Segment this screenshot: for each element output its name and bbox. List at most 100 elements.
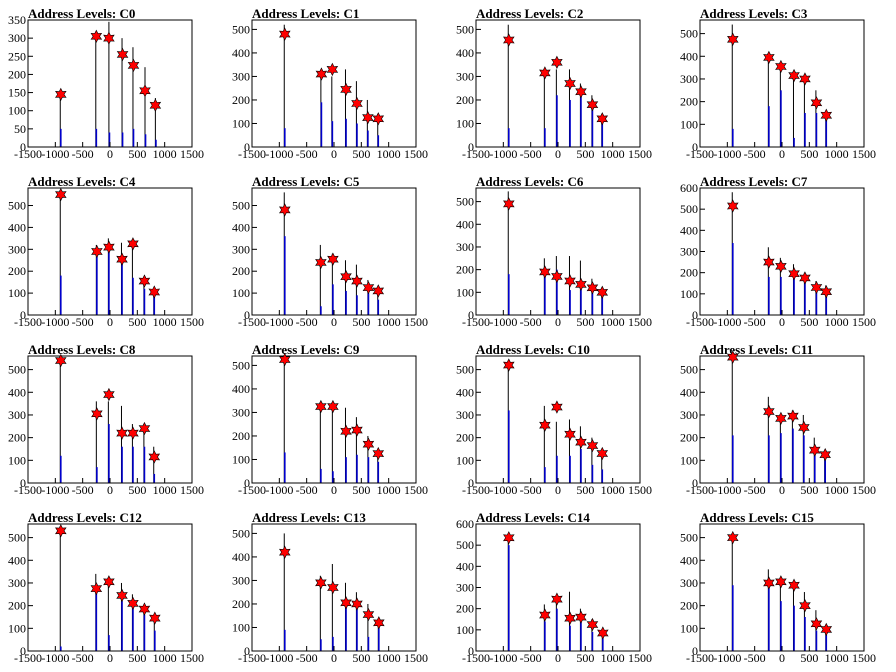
chart-svg: 0 100 200 300 400 500 -1500 -1000 -500 0 500 1000 15… xyxy=(8,523,204,665)
x-tick-label: 1000 xyxy=(825,483,849,497)
y-tick-label: 500 xyxy=(456,363,474,377)
histogram-panel: Address Levels: C14 0 100 200 300 400 500 600 -1… xyxy=(448,504,672,672)
x-tick-label: -500 xyxy=(72,483,94,497)
y-tick-label: 100 xyxy=(680,453,698,467)
y-tick-label: 100 xyxy=(232,620,250,634)
y-tick-label: 0 xyxy=(20,140,26,154)
peak-marker xyxy=(575,435,587,449)
peak-marker xyxy=(775,411,787,426)
chart-title: Address Levels: C8 xyxy=(28,342,136,357)
y-tick-label: 200 xyxy=(232,429,250,443)
x-tick-label: -1000 xyxy=(41,315,69,329)
chart-title: Address Levels: C9 xyxy=(252,342,360,357)
x-tick-label: 1000 xyxy=(153,147,177,161)
y-tick-label: 100 xyxy=(680,621,698,635)
peak-marker xyxy=(586,281,599,295)
x-tick-label: 1000 xyxy=(153,651,177,665)
chart-title: Address Levels: C12 xyxy=(28,510,142,525)
peak-marker xyxy=(127,237,139,251)
peak-marker xyxy=(127,58,140,73)
x-tick-label: -1000 xyxy=(41,483,69,497)
peak-marker xyxy=(788,267,800,281)
peak-marker xyxy=(315,399,327,414)
peak-marker xyxy=(362,607,375,622)
peak-marker xyxy=(139,84,151,98)
peak-marker xyxy=(340,270,352,284)
peak-marker xyxy=(596,112,609,126)
x-tick-label: -1500 xyxy=(462,147,490,161)
chart-svg: 0 100 200 300 400 500 -1500 -1000 -500 0 500 1000 15… xyxy=(232,187,428,329)
peak-marker xyxy=(775,259,787,273)
peak-marker xyxy=(820,285,833,299)
y-tick-label: 400 xyxy=(8,220,26,234)
y-tick-label: 300 xyxy=(232,69,250,83)
y-tick-label: 350 xyxy=(8,13,26,27)
x-tick-label: 1000 xyxy=(377,483,401,497)
chart-title: Address Levels: C6 xyxy=(476,174,584,189)
y-tick-label: 300 xyxy=(680,408,698,422)
peak-marker xyxy=(90,29,103,44)
plot-frame xyxy=(251,19,417,148)
histogram-panel: Address Levels: C4 0 100 200 300 400 500 -1500-… xyxy=(0,168,224,336)
chart-svg: 0 100 200 300 400 500 600 -1500 -1000 -500 0 500 100… xyxy=(680,181,876,329)
y-tick-label: 200 xyxy=(8,431,26,445)
y-tick-label: 600 xyxy=(680,181,698,195)
y-tick-label: 500 xyxy=(232,526,250,540)
peak-marker xyxy=(775,575,787,589)
x-tick-label: -500 xyxy=(744,315,766,329)
y-tick-label: 300 xyxy=(456,581,474,595)
x-tick-label: -500 xyxy=(72,651,94,665)
x-tick-label: 1000 xyxy=(153,483,177,497)
y-tick-label: 500 xyxy=(8,199,26,213)
peak-marker xyxy=(503,197,515,211)
y-tick-label: 200 xyxy=(456,431,474,445)
y-tick-label: 0 xyxy=(20,308,26,322)
x-tick-label: -1000 xyxy=(713,315,741,329)
y-tick-label: 0 xyxy=(468,140,474,154)
x-tick-label: 0 xyxy=(779,651,785,665)
x-tick-label: 1500 xyxy=(628,651,652,665)
x-tick-label: 1500 xyxy=(852,483,876,497)
y-tick-label: 250 xyxy=(8,49,26,63)
x-tick-label: 500 xyxy=(352,315,370,329)
y-tick-label: 400 xyxy=(680,223,698,237)
x-tick-label: 0 xyxy=(107,147,113,161)
chart-title: Address Levels: C1 xyxy=(252,6,360,21)
x-tick-label: -1500 xyxy=(686,315,714,329)
x-tick-label: 1000 xyxy=(601,483,625,497)
peak-marker xyxy=(809,443,821,457)
y-tick-label: 400 xyxy=(8,385,26,399)
y-tick-label: 200 xyxy=(680,95,698,109)
x-tick-label: 1500 xyxy=(628,315,652,329)
peak-marker xyxy=(727,32,739,46)
x-tick-label: 1000 xyxy=(601,651,625,665)
peak-marker xyxy=(373,616,385,630)
histogram-panel: Address Levels: C8 0 100 200 300 400 500 -1500-… xyxy=(0,336,224,504)
peak-marker xyxy=(372,112,385,126)
y-tick-label: 300 xyxy=(456,69,474,83)
histogram-panel: Address Levels: C2 0 100 200 300 400 500 -1500-… xyxy=(448,0,672,168)
chart-title: Address Levels: C15 xyxy=(700,510,814,525)
peak-marker xyxy=(799,72,811,86)
y-tick-label: 400 xyxy=(680,49,698,63)
peak-marker xyxy=(819,447,831,462)
peak-marker xyxy=(551,269,563,284)
peak-marker xyxy=(539,418,551,432)
y-tick-label: 500 xyxy=(680,27,698,41)
peak-marker xyxy=(810,96,823,110)
peak-marker xyxy=(799,271,811,285)
x-tick-label: 1000 xyxy=(601,147,625,161)
peak-marker xyxy=(586,97,599,112)
chart-title: Address Levels: C5 xyxy=(252,174,360,189)
x-tick-label: -1000 xyxy=(489,315,517,329)
histogram-panel: Address Levels: C13 0 100 200 300 400 500 -1500… xyxy=(224,504,448,672)
x-tick-label: 1500 xyxy=(852,147,876,161)
y-tick-label: 500 xyxy=(232,358,250,372)
plot-frame xyxy=(251,187,417,316)
x-tick-label: 1000 xyxy=(825,147,849,161)
histogram-panel: Address Levels: C10 0 100 200 300 400 500 -1500… xyxy=(448,336,672,504)
plot-frame xyxy=(27,523,193,652)
peak-marker xyxy=(787,409,799,423)
y-tick-label: 0 xyxy=(692,140,698,154)
x-tick-label: -1000 xyxy=(265,315,293,329)
